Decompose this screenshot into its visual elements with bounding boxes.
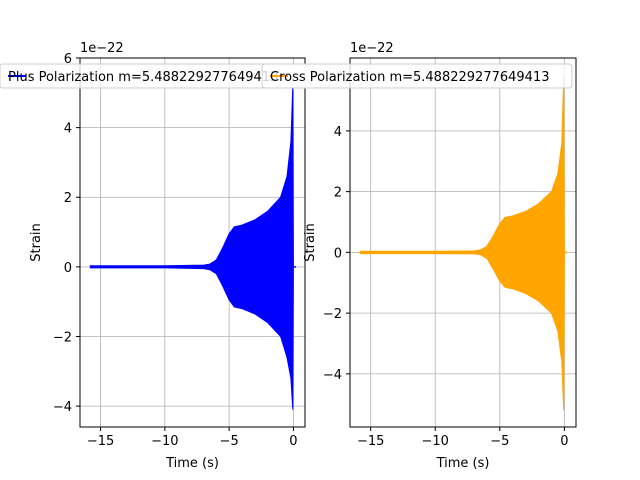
y-offset-text: 1e−22 — [350, 41, 394, 56]
chart-1: −15 −10 −5 0 −4 −2 0 2 4 6 Time (s) Strain 1e−22 — [29, 41, 306, 471]
y-axis-label: Strain — [303, 223, 318, 262]
x-tick-label: −10 — [151, 434, 178, 449]
y-tick-label: 0 — [334, 246, 342, 261]
x-tick-label: 0 — [289, 434, 297, 449]
series-waveform — [359, 76, 565, 411]
y-tick-label: −2 — [53, 330, 72, 345]
y-axis-label: Strain — [29, 223, 44, 262]
x-tick-label: −5 — [220, 434, 239, 449]
y-tick-label: 2 — [64, 191, 72, 206]
y-tick-label: 4 — [334, 125, 342, 140]
legend-2: Cross Polarization m=5.488229277649413 — [261, 63, 573, 89]
x-tick-label: −15 — [357, 434, 384, 449]
y-tick-label: −4 — [53, 400, 72, 415]
legend-box — [261, 63, 573, 89]
x-tick-label: −10 — [422, 434, 449, 449]
y-tick-label: −4 — [323, 368, 342, 383]
x-tick-label: −15 — [87, 434, 114, 449]
y-tick-label: 4 — [64, 122, 72, 137]
y-tick-label: 0 — [64, 261, 72, 276]
y-tick-label: 2 — [334, 186, 342, 201]
y-tick-label: 6 — [64, 52, 72, 67]
y-offset-text: 1e−22 — [80, 41, 124, 56]
legend-label: Cross Polarization m=5.488229277649413 — [270, 70, 549, 85]
series-waveform — [89, 85, 294, 410]
x-tick-label: 0 — [560, 434, 568, 449]
legend-label: Plus Polarization m=5.488229277649413 — [8, 70, 278, 85]
y-tick-label: −2 — [323, 307, 342, 322]
chart-2: −15 −10 −5 0 −4 −2 0 2 4 Time (s) Strain 1e−22 — [303, 41, 577, 471]
axes-frame — [79, 57, 306, 428]
x-axis-label: Time (s) — [165, 456, 219, 471]
x-tick-label: −5 — [490, 434, 509, 449]
axes-frame — [349, 57, 577, 428]
x-axis-label: Time (s) — [436, 456, 490, 471]
